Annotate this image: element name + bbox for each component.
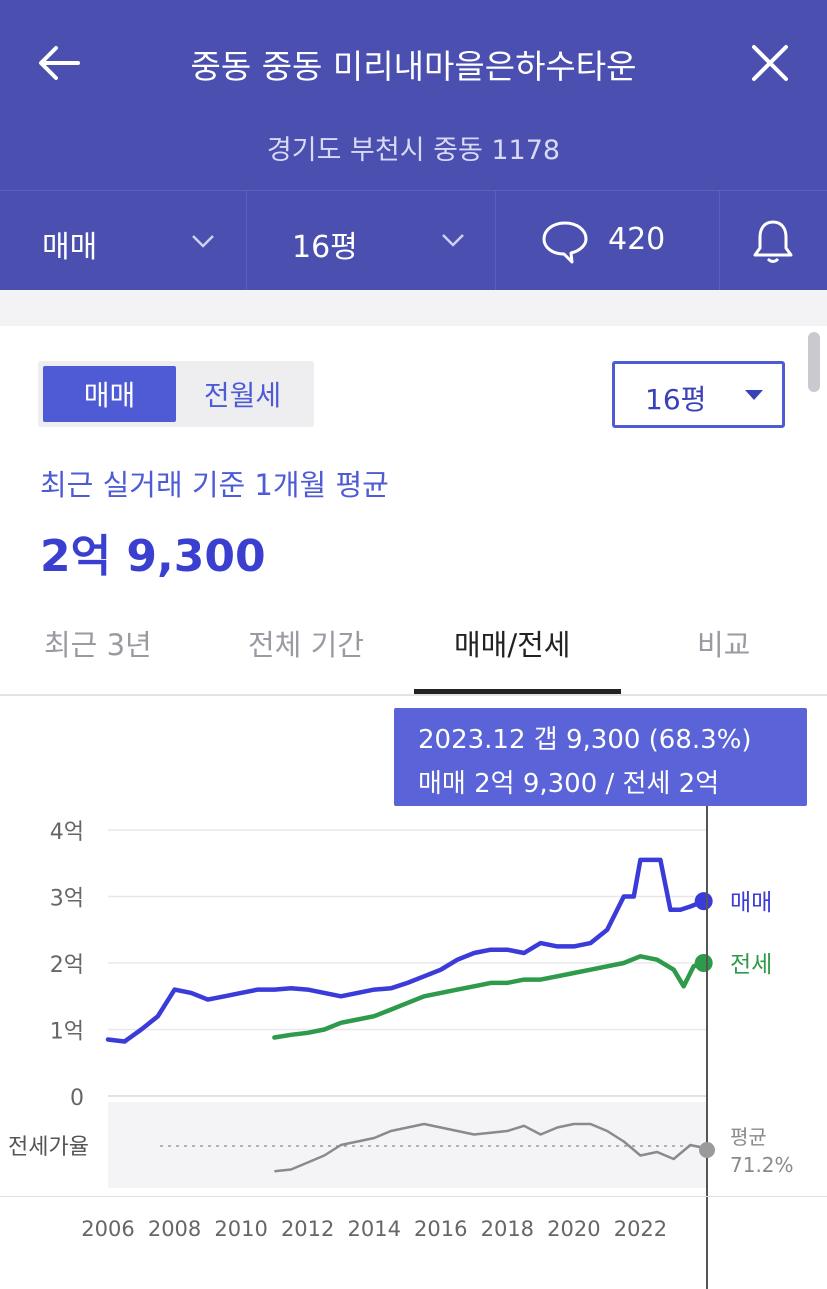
area-dropdown[interactable]: 16평 [247, 191, 495, 291]
tooltip-line-2: 매매 2억 9,300 / 전세 2억 [418, 769, 720, 799]
summary-subtitle: 최근 실거래 기준 1개월 평균 [40, 468, 389, 502]
address-text: 경기도 부천시 중동 1178 [266, 135, 561, 166]
close-icon [752, 45, 788, 81]
speech-bubble-icon [542, 221, 588, 264]
sale-series-label: 매매 [730, 890, 772, 916]
tab-active-indicator [414, 689, 621, 694]
tab-all-period[interactable]: 전체 기간 [248, 628, 364, 662]
area-label: 16평 [292, 230, 358, 265]
x-tick-label: 2006 [81, 1217, 134, 1241]
close-button[interactable] [742, 38, 798, 88]
x-tick-label: 2012 [281, 1217, 334, 1241]
trade-type-label: 매매 [42, 230, 98, 265]
ratio-end-point [699, 1142, 715, 1158]
x-tick-label: 2008 [148, 1217, 201, 1241]
tab-compare[interactable]: 비교 [697, 628, 751, 662]
x-tick-label: 2022 [614, 1217, 667, 1241]
y-tick-label: 1억 [50, 1020, 84, 1045]
notification-button[interactable] [720, 191, 827, 291]
sale-end-point [694, 892, 713, 911]
sale-price-line [105, 857, 706, 1044]
toggle-sale-button[interactable]: 매매 [43, 366, 176, 422]
divider [246, 191, 247, 291]
header: 중동 중동 미리내마을은하수타운 경기도 부천시 중동 1178 매매 16평 [0, 0, 827, 291]
size-select[interactable]: 16평 [612, 361, 785, 428]
bell-icon [753, 220, 793, 263]
y-tick-label: 3억 [50, 887, 84, 912]
header-top: 중동 중동 미리내마을은하수타운 경기도 부천시 중동 1178 [0, 0, 827, 190]
trade-type-dropdown[interactable]: 매매 [0, 191, 246, 291]
jeonse-end-point [694, 954, 713, 972]
ratio-label: 전세가율 [8, 1135, 89, 1160]
x-tick-label: 2014 [347, 1217, 400, 1241]
summary-price: 2억 9,300 [40, 531, 266, 582]
tooltip-line-1: 2023.12 갭 9,300 (68.3%) [418, 725, 752, 755]
ratio-average-label: 평균 [730, 1125, 767, 1149]
caret-down-icon [745, 390, 763, 400]
x-tick-label: 2018 [481, 1217, 534, 1241]
divider [719, 191, 720, 291]
ratio-line [274, 1122, 704, 1173]
chart-bottom-line [0, 1196, 827, 1197]
scrollbar[interactable] [808, 332, 820, 392]
y-tick-label: 4억 [50, 820, 84, 845]
y-tick-label: 2억 [50, 953, 84, 978]
size-select-value: 16평 [645, 383, 707, 416]
ratio-band [108, 1102, 707, 1188]
x-tick-label: 2016 [414, 1217, 467, 1241]
jeonse-price-line [272, 954, 706, 1040]
ratio-average-value: 71.2% [730, 1153, 794, 1177]
toggle-rent-button[interactable]: 전월세 [203, 379, 282, 412]
chevron-down-icon [442, 234, 464, 247]
back-button[interactable] [30, 38, 86, 88]
header-filter-bar: 매매 16평 420 [0, 190, 827, 291]
jeonse-series-label: 전세 [730, 952, 772, 978]
tab-recent-3y[interactable]: 최근 3년 [44, 628, 152, 662]
section-gap [0, 290, 827, 326]
chevron-down-icon [192, 235, 214, 248]
page-title: 중동 중동 미리내마을은하수타운 [190, 47, 637, 86]
tab-divider [0, 694, 827, 696]
comments-button[interactable]: 420 [496, 191, 719, 291]
chart-tooltip: 2023.12 갭 9,300 (68.3%) 매매 2억 9,300 / 전세… [394, 708, 807, 806]
arrow-left-icon [39, 46, 80, 80]
y-tick-label: 0 [70, 1086, 84, 1111]
tab-sale-jeonse[interactable]: 매매/전세 [454, 628, 571, 662]
comment-count: 420 [608, 222, 666, 257]
x-tick-label: 2020 [547, 1217, 600, 1241]
x-tick-label: 2010 [214, 1217, 267, 1241]
divider [495, 191, 496, 291]
